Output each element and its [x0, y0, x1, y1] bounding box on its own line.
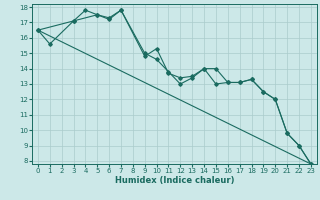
X-axis label: Humidex (Indice chaleur): Humidex (Indice chaleur)	[115, 176, 234, 185]
